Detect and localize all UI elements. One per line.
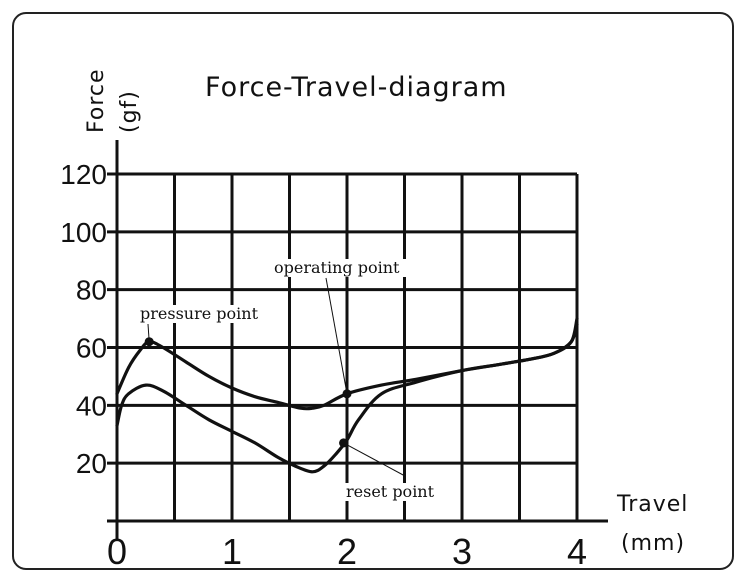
y-tick-label: 80: [76, 275, 107, 306]
x-tick-label: 3: [452, 531, 472, 572]
x-axis-unit: (mm): [621, 531, 685, 556]
y-tick-label: 60: [76, 333, 107, 364]
annotation-label: reset point: [346, 482, 435, 501]
y-axis-unit: (gf): [117, 90, 142, 133]
chart-frame: [12, 12, 734, 570]
y-tick-label: 120: [60, 159, 107, 190]
annotation-label-bg: [344, 483, 455, 501]
y-axis-title: Force: [84, 68, 109, 133]
axes: [115, 140, 608, 540]
x-tick-label: 0: [107, 531, 127, 572]
annotation-leader: [325, 277, 348, 394]
annotation-label: pressure point: [140, 304, 259, 323]
grid: [107, 172, 579, 523]
y-tick-label: 40: [76, 390, 107, 421]
series-line-release: [115, 322, 579, 474]
x-tick-label: 1: [222, 531, 242, 572]
x-tick-label: 4: [567, 531, 587, 572]
annotation-marker: [339, 438, 349, 448]
annotation-label-bg: [138, 305, 278, 323]
tick-labels: 20 40 60 80 100 120 0 1 2 3 4: [60, 159, 587, 572]
annotation-label-bg: [272, 259, 422, 277]
chart-title: Force-Travel-diagram: [205, 72, 508, 103]
x-tick-label: 2: [337, 531, 357, 572]
y-tick-label: 100: [60, 217, 107, 248]
annotations: pressure point operating point reset point: [138, 258, 455, 501]
annotation-marker: [144, 337, 154, 347]
y-tick-label: 20: [76, 448, 107, 479]
series-lines: [115, 317, 579, 474]
annotation-marker: [342, 389, 352, 399]
x-axis-title: Travel: [616, 492, 688, 517]
annotation-leader: [343, 442, 406, 477]
annotation-label: operating point: [274, 258, 400, 277]
